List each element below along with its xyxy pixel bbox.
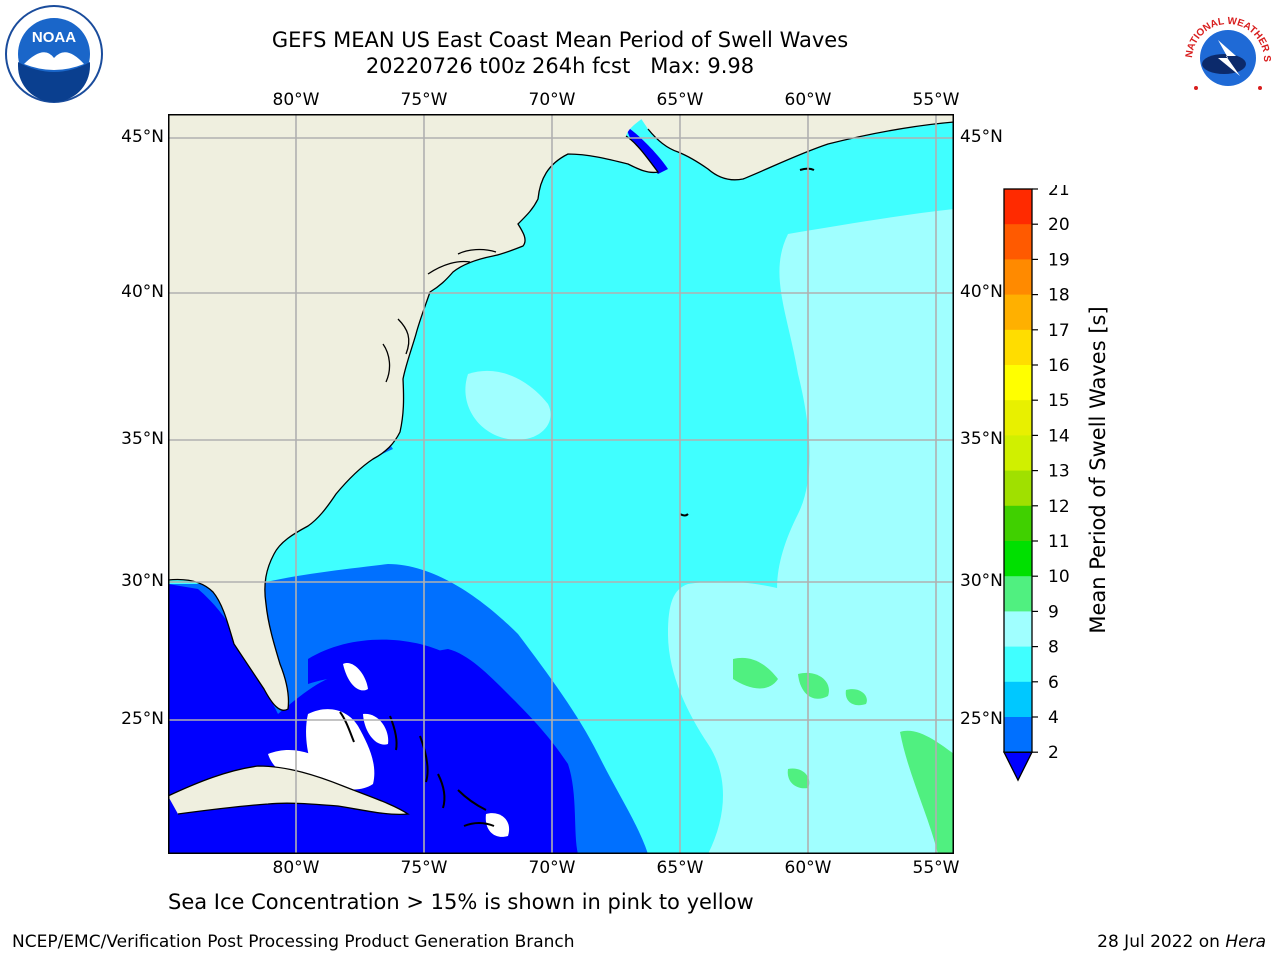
map-title: GEFS MEAN US East Coast Mean Period of S… <box>271 28 849 52</box>
colorbar-segment <box>1004 259 1032 296</box>
lon-tick-label: 65°W <box>656 90 704 110</box>
period-band-9-10 <box>798 672 829 699</box>
graticule <box>168 114 954 854</box>
lon-tick-label: 80°W <box>272 858 320 878</box>
map-subtitle: 20220726 t00z 264h fcst Max: 9.98 <box>365 54 755 78</box>
colorbar-segment <box>1004 329 1032 366</box>
period-band-9-10 <box>845 689 867 706</box>
colorbar-tick-label: 17 <box>1048 321 1070 341</box>
map-frame <box>168 114 954 854</box>
colorbar-tick-label: 11 <box>1048 532 1070 552</box>
period-band-9-10 <box>733 657 778 689</box>
lat-tick-label: 40°N <box>960 282 1003 302</box>
sea-ice-note: Sea Ice Concentration > 15% is shown in … <box>168 890 754 914</box>
lon-tick-label: 60°W <box>784 90 832 110</box>
colorbar-tick-label: 8 <box>1048 638 1059 658</box>
nws-logo: NATIONAL WEATHER SERVICE <box>1174 0 1278 104</box>
period-band-8-9 <box>465 370 551 440</box>
colorbar-segment <box>1004 224 1032 260</box>
host-name: Hera <box>1225 932 1266 952</box>
colorbar-tick-label: 14 <box>1048 426 1070 446</box>
colorbar-tick-label: 2 <box>1048 743 1059 763</box>
no-data-area <box>485 813 510 837</box>
colorbar-tick-label: 16 <box>1048 356 1070 376</box>
colorbar-tick-label: 6 <box>1048 673 1059 693</box>
period-band-9-10 <box>900 730 954 854</box>
colorbar-tick-label: 19 <box>1048 250 1070 270</box>
colorbar-segment <box>1004 400 1032 436</box>
lat-tick-label: 30°N <box>121 571 164 591</box>
colorbar-tick-label: 9 <box>1048 602 1059 622</box>
colorbar-tick-label: 10 <box>1048 567 1070 587</box>
colorbar-segment <box>1004 505 1032 542</box>
lon-tick-label: 65°W <box>656 858 704 878</box>
colorbar-under-arrow <box>1002 751 1034 782</box>
colorbar-tick-label: 12 <box>1048 497 1070 517</box>
north-america-land <box>168 114 658 711</box>
date-stamp-text: 28 Jul 2022 on <box>1097 932 1226 952</box>
swell-period-map <box>168 114 954 854</box>
colorbar-segment <box>1004 646 1032 683</box>
colorbar-segment <box>1004 294 1032 331</box>
colorbar-label: Mean Period of Swell Waves [s] <box>1086 306 1110 634</box>
lat-tick-label: 45°N <box>121 127 164 147</box>
lon-tick-label: 80°W <box>272 90 320 110</box>
credit-text: NCEP/EMC/Verification Post Processing Pr… <box>12 932 575 952</box>
colorbar-segment <box>1004 681 1032 718</box>
colorbar: 2 4 6 8 9 10 11 12 13 14 15 16 17 18 19 20 21 <box>1002 185 1070 782</box>
colorbar-tick-label: 4 <box>1048 708 1059 728</box>
colorbar-segment <box>1004 541 1032 577</box>
lat-tick-label: 35°N <box>121 429 164 449</box>
noaa-logo: NOAA <box>4 4 104 104</box>
no-data-area <box>343 663 368 691</box>
colorbar-tick-label: 15 <box>1048 391 1070 411</box>
lat-tick-label: 30°N <box>960 571 1003 591</box>
colorbar-segment <box>1004 435 1032 472</box>
colorbar-segment <box>1004 189 1032 225</box>
colorbar-tick-label: 20 <box>1048 215 1070 235</box>
lat-tick-label: 25°N <box>121 709 164 729</box>
period-band-9-10 <box>787 768 810 789</box>
lon-tick-label: 55°W <box>912 858 960 878</box>
lat-tick-label: 35°N <box>960 429 1003 449</box>
lon-tick-label: 60°W <box>784 858 832 878</box>
colorbar-segment <box>1004 470 1032 507</box>
noaa-logo-text: NOAA <box>32 29 76 46</box>
islands <box>339 167 815 827</box>
lon-tick-label: 70°W <box>528 858 576 878</box>
lat-tick-label: 45°N <box>960 127 1003 147</box>
colorbar-segment <box>1004 365 1032 401</box>
colorbar-segment <box>1004 717 1032 753</box>
cuba-land <box>168 766 408 815</box>
period-band-2-4 <box>308 639 448 684</box>
coastline <box>168 121 954 816</box>
colorbar-segment <box>1004 611 1032 648</box>
colorbar-tick-label: 13 <box>1048 462 1070 482</box>
lon-tick-label: 70°W <box>528 90 576 110</box>
lat-tick-label: 25°N <box>960 709 1003 729</box>
no-data-area <box>363 713 389 745</box>
colorbar-segment <box>1004 576 1032 612</box>
period-band-8-9 <box>668 581 954 854</box>
lon-tick-label: 55°W <box>912 90 960 110</box>
nova-scotia-land <box>638 114 954 180</box>
lat-tick-label: 40°N <box>121 282 164 302</box>
colorbar-tick-label: 21 <box>1048 185 1070 200</box>
lon-tick-label: 75°W <box>400 858 448 878</box>
colorbar-tick-label: 18 <box>1048 286 1070 306</box>
date-stamp: 28 Jul 2022 on Hera <box>1097 932 1266 952</box>
lon-tick-label: 75°W <box>400 90 448 110</box>
